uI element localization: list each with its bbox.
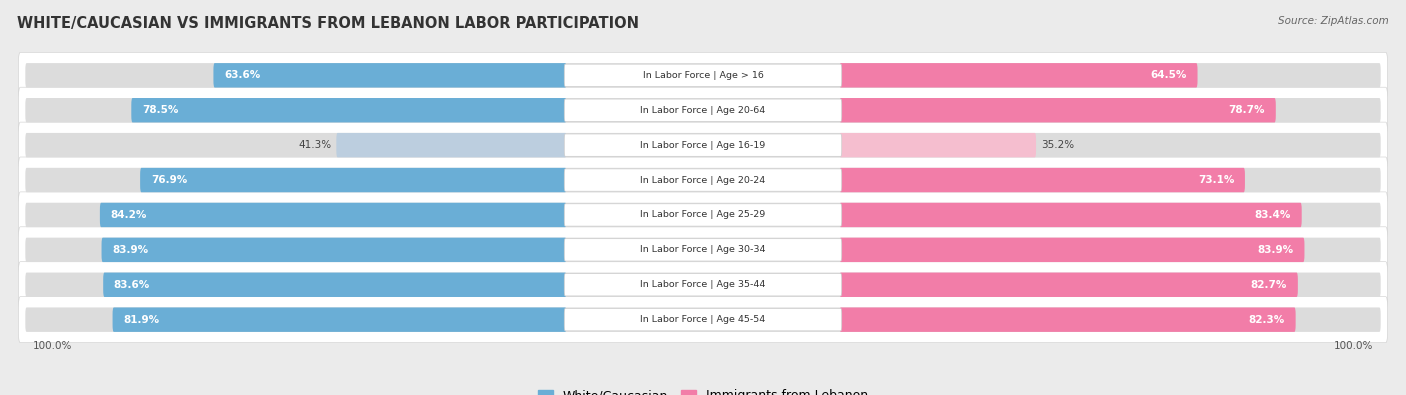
FancyBboxPatch shape [839, 168, 1244, 192]
FancyBboxPatch shape [18, 87, 1388, 133]
FancyBboxPatch shape [18, 192, 1388, 238]
Text: 82.7%: 82.7% [1251, 280, 1288, 290]
Text: In Labor Force | Age 45-54: In Labor Force | Age 45-54 [640, 315, 766, 324]
FancyBboxPatch shape [25, 63, 1381, 88]
FancyBboxPatch shape [336, 133, 567, 157]
Text: In Labor Force | Age 35-44: In Labor Force | Age 35-44 [640, 280, 766, 289]
Text: 78.7%: 78.7% [1229, 105, 1265, 115]
FancyBboxPatch shape [564, 134, 842, 156]
FancyBboxPatch shape [18, 262, 1388, 308]
FancyBboxPatch shape [564, 64, 842, 87]
Text: In Labor Force | Age 30-34: In Labor Force | Age 30-34 [640, 245, 766, 254]
FancyBboxPatch shape [214, 63, 567, 88]
FancyBboxPatch shape [25, 133, 1381, 157]
FancyBboxPatch shape [839, 273, 1298, 297]
FancyBboxPatch shape [564, 99, 842, 121]
FancyBboxPatch shape [564, 239, 842, 261]
FancyBboxPatch shape [112, 307, 567, 332]
FancyBboxPatch shape [25, 98, 1381, 122]
FancyBboxPatch shape [18, 157, 1388, 203]
FancyBboxPatch shape [839, 98, 1275, 122]
FancyBboxPatch shape [25, 203, 1381, 227]
Text: 81.9%: 81.9% [124, 315, 159, 325]
FancyBboxPatch shape [141, 168, 567, 192]
FancyBboxPatch shape [564, 169, 842, 191]
Text: 78.5%: 78.5% [142, 105, 179, 115]
Text: 76.9%: 76.9% [150, 175, 187, 185]
Text: 64.5%: 64.5% [1150, 70, 1187, 80]
Text: 83.4%: 83.4% [1254, 210, 1291, 220]
Text: In Labor Force | Age 25-29: In Labor Force | Age 25-29 [640, 211, 766, 220]
FancyBboxPatch shape [25, 168, 1381, 192]
FancyBboxPatch shape [18, 227, 1388, 273]
Text: In Labor Force | Age 20-24: In Labor Force | Age 20-24 [640, 175, 766, 184]
Text: 83.9%: 83.9% [1258, 245, 1294, 255]
Text: In Labor Force | Age > 16: In Labor Force | Age > 16 [643, 71, 763, 80]
Text: 41.3%: 41.3% [298, 140, 332, 150]
Text: Source: ZipAtlas.com: Source: ZipAtlas.com [1278, 16, 1389, 26]
FancyBboxPatch shape [25, 238, 1381, 262]
FancyBboxPatch shape [18, 122, 1388, 168]
Text: 83.6%: 83.6% [114, 280, 150, 290]
FancyBboxPatch shape [18, 52, 1388, 98]
FancyBboxPatch shape [100, 203, 567, 227]
Text: 100.0%: 100.0% [32, 341, 72, 351]
Text: 82.3%: 82.3% [1249, 315, 1285, 325]
Text: 83.9%: 83.9% [112, 245, 148, 255]
Text: 35.2%: 35.2% [1040, 140, 1074, 150]
FancyBboxPatch shape [131, 98, 567, 122]
FancyBboxPatch shape [564, 274, 842, 296]
FancyBboxPatch shape [564, 308, 842, 331]
Text: 73.1%: 73.1% [1198, 175, 1234, 185]
FancyBboxPatch shape [25, 307, 1381, 332]
Text: WHITE/CAUCASIAN VS IMMIGRANTS FROM LEBANON LABOR PARTICIPATION: WHITE/CAUCASIAN VS IMMIGRANTS FROM LEBAN… [17, 16, 638, 31]
Text: 84.2%: 84.2% [111, 210, 146, 220]
FancyBboxPatch shape [839, 307, 1296, 332]
FancyBboxPatch shape [101, 238, 567, 262]
Text: In Labor Force | Age 16-19: In Labor Force | Age 16-19 [640, 141, 766, 150]
FancyBboxPatch shape [839, 203, 1302, 227]
FancyBboxPatch shape [103, 273, 567, 297]
FancyBboxPatch shape [564, 204, 842, 226]
FancyBboxPatch shape [25, 273, 1381, 297]
FancyBboxPatch shape [839, 133, 1036, 157]
Text: In Labor Force | Age 20-64: In Labor Force | Age 20-64 [640, 106, 766, 115]
FancyBboxPatch shape [18, 297, 1388, 343]
FancyBboxPatch shape [839, 63, 1198, 88]
Text: 63.6%: 63.6% [224, 70, 260, 80]
FancyBboxPatch shape [839, 238, 1305, 262]
Text: 100.0%: 100.0% [1334, 341, 1374, 351]
Legend: White/Caucasian, Immigrants from Lebanon: White/Caucasian, Immigrants from Lebanon [533, 384, 873, 395]
